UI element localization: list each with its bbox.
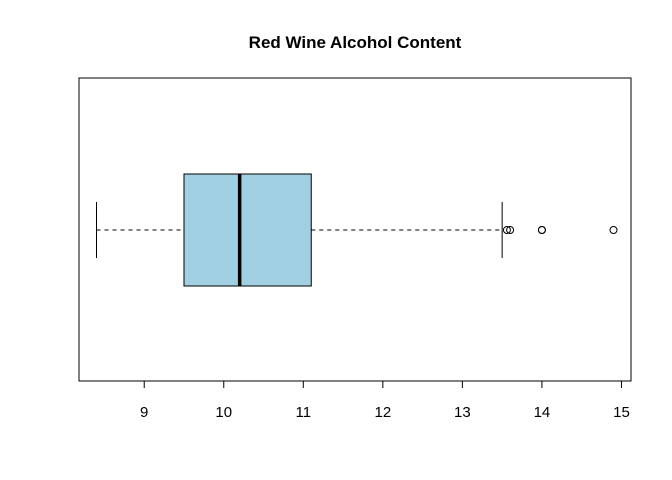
x-tick-label: 10	[215, 404, 232, 421]
outlier-point	[537, 226, 546, 234]
x-tick-label: 12	[374, 404, 391, 421]
x-tick-label: 15	[613, 404, 630, 421]
x-axis: 9 10 11 12 13 14 15	[140, 380, 630, 421]
x-tick-label: 13	[454, 404, 471, 421]
x-tick-label: 9	[140, 404, 148, 421]
outlier-point	[502, 226, 511, 234]
iqr-box	[183, 173, 312, 287]
x-tick-label: 11	[296, 404, 312, 421]
outlier-point	[506, 226, 515, 234]
outlier-point	[609, 226, 618, 234]
x-tick-label: 14	[534, 404, 551, 421]
plot-marks	[95, 173, 618, 287]
chart-title: Red Wine Alcohol Content	[249, 33, 462, 52]
